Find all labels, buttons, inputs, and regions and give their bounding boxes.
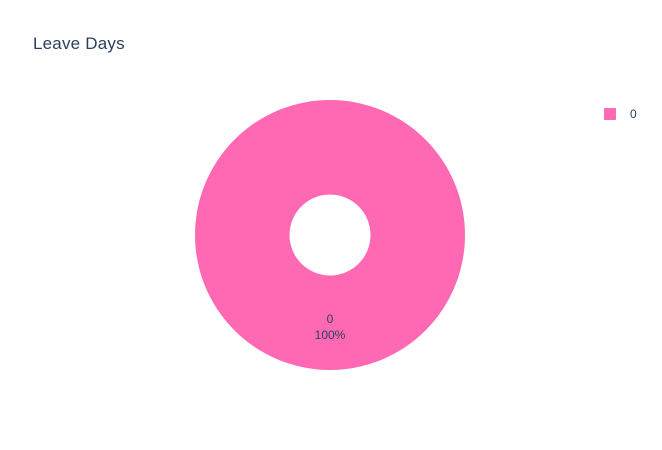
legend-swatch[interactable] [604,108,616,120]
slice-percent-label: 100% [315,328,346,342]
legend-label[interactable]: 0 [630,107,637,121]
chart-title: Leave Days [33,34,125,53]
pie-slice[interactable] [195,100,465,370]
legend[interactable]: 0 [604,107,637,121]
slice-label: 0 [327,312,334,326]
